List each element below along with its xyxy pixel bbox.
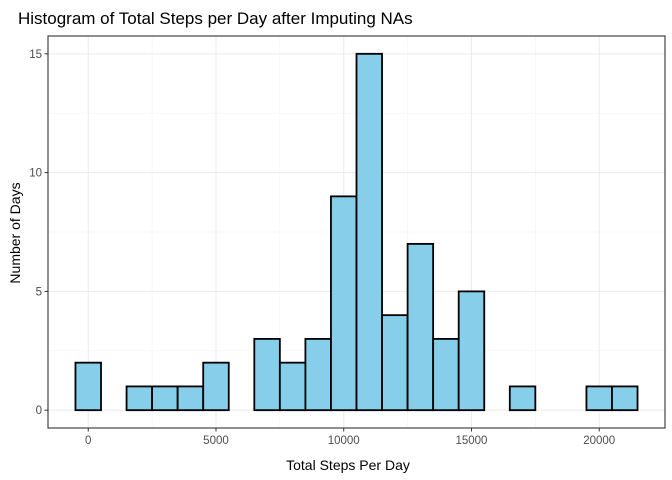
- histogram-bar: [355, 52, 383, 412]
- x-axis-title: Total Steps Per Day: [286, 457, 410, 473]
- histogram-bar: [74, 361, 102, 412]
- y-tick-label: 5: [36, 286, 42, 298]
- histogram-bar: [432, 338, 460, 412]
- histogram-bar: [176, 385, 205, 412]
- histogram-bar: [253, 338, 281, 412]
- plot-panel: [47, 35, 666, 429]
- x-tick-label: 15000: [455, 435, 487, 447]
- histogram-bar: [330, 195, 358, 412]
- histogram-bar: [406, 242, 435, 412]
- x-tick-label: 20000: [583, 435, 615, 447]
- histogram-bar: [151, 385, 179, 412]
- y-tick-label: 15: [29, 49, 42, 61]
- histogram-bar: [381, 314, 409, 412]
- histogram-bar: [457, 290, 486, 412]
- y-tick-label: 10: [29, 168, 42, 180]
- panel-border: [47, 35, 666, 429]
- x-tick-label: 0: [85, 435, 91, 447]
- histogram-bar: [508, 385, 537, 412]
- x-tick-label: 10000: [328, 435, 360, 447]
- histogram-bar: [585, 385, 613, 412]
- histogram-bar: [611, 385, 639, 412]
- y-axis: 0 5 10 15: [29, 49, 48, 417]
- chart-title: Histogram of Total Steps per Day after I…: [18, 9, 413, 28]
- y-tick-label: 0: [36, 405, 42, 417]
- x-axis: 0 5000 10000 15000 20000: [85, 428, 615, 447]
- histogram-bar: [202, 361, 230, 412]
- histogram-bar: [125, 385, 154, 412]
- y-axis-title: Number of Days: [7, 182, 23, 283]
- x-tick-label: 5000: [203, 435, 229, 447]
- histogram-bar: [304, 338, 332, 412]
- histogram-bars: [74, 52, 639, 412]
- histogram-bar: [278, 361, 307, 412]
